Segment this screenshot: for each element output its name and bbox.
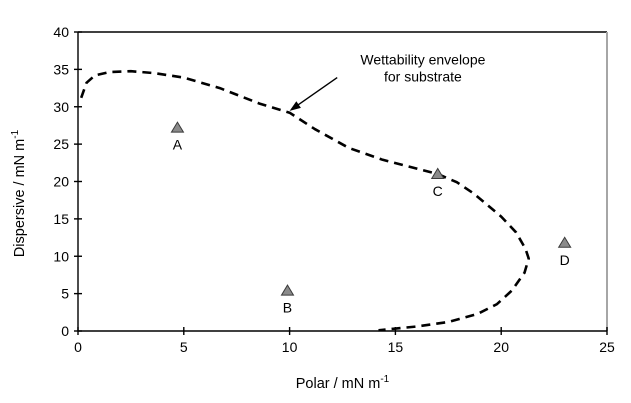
point-label-d: D xyxy=(560,252,570,268)
wettability-envelope-curve xyxy=(79,69,530,332)
y-tick-label: 5 xyxy=(61,286,69,302)
y-tick-label: 15 xyxy=(53,211,69,227)
x-tick-label: 15 xyxy=(388,339,404,355)
data-point-c xyxy=(430,167,445,180)
x-tick-label: 0 xyxy=(74,339,82,355)
x-axis-title: Polar / mN m-1 xyxy=(296,374,390,392)
y-tick-label: 20 xyxy=(53,174,69,190)
annotation-line: Wettability envelope xyxy=(360,52,485,68)
data-point-b xyxy=(280,284,295,296)
y-tick-label: 35 xyxy=(53,61,69,77)
annotation-arrowhead xyxy=(289,101,301,111)
point-label-a: A xyxy=(173,137,183,153)
x-tick-label: 5 xyxy=(180,339,188,355)
y-tick-label: 0 xyxy=(61,323,69,339)
data-point-a xyxy=(170,121,185,133)
point-label-c: C xyxy=(433,183,443,199)
point-label-b: B xyxy=(283,300,292,316)
annotation-arrow-line xyxy=(294,77,338,108)
annotation-line: for substrate xyxy=(384,69,462,85)
y-tick-label: 40 xyxy=(53,24,69,40)
data-point-d xyxy=(557,236,572,248)
y-tick-label: 10 xyxy=(53,248,69,264)
y-tick-label: 25 xyxy=(53,136,69,152)
x-tick-label: 25 xyxy=(599,339,615,355)
x-tick-label: 20 xyxy=(493,339,509,355)
y-axis-title: Dispersive / mN m-1 xyxy=(10,129,28,257)
y-tick-label: 30 xyxy=(53,99,69,115)
x-tick-label: 10 xyxy=(282,339,298,355)
